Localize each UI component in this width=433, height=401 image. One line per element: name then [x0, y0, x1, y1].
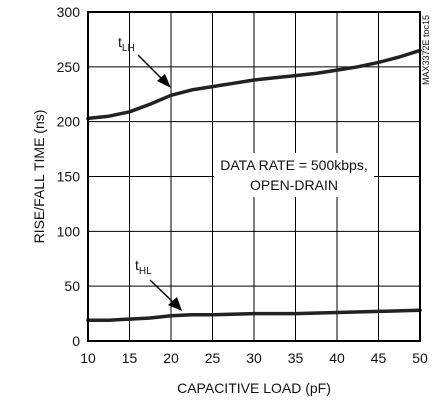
x-tick-labels: 10 15 20 25 30 35 40 45 50	[80, 350, 428, 366]
x-tick-label: 15	[122, 350, 138, 366]
annotation-line-2: OPEN-DRAIN	[250, 177, 338, 193]
series-label-tlh: tLH	[118, 34, 171, 88]
series-label-tlh-sub: LH	[122, 43, 135, 54]
y-axis-title: RISE/FALL TIME (ns)	[31, 110, 47, 244]
series-label-tlh-arrow	[137, 54, 166, 83]
x-tick-label: 40	[329, 350, 345, 366]
y-tick-label: 50	[64, 278, 80, 294]
x-tick-label: 10	[80, 350, 96, 366]
y-tick-label: 300	[57, 4, 81, 20]
y-tick-label: 200	[57, 114, 81, 130]
series-label-thl-arrow	[149, 279, 176, 305]
series-lines	[86, 48, 422, 322]
y-tick-label: 150	[57, 169, 81, 185]
x-tick-label: 20	[163, 350, 179, 366]
series-label-tlh-main: t	[118, 34, 122, 50]
y-tick-label: 0	[72, 333, 80, 349]
x-tick-label: 30	[246, 350, 262, 366]
series-label-thl-sub: HL	[139, 266, 152, 277]
plot-frame	[87, 11, 421, 342]
x-tick-label: 35	[288, 350, 304, 366]
x-axis-title: CAPACITIVE LOAD (pF)	[177, 380, 331, 396]
series-line-tlh	[86, 48, 422, 121]
y-tick-label: 100	[57, 223, 81, 239]
svg-text:tHL: tHL	[135, 257, 152, 277]
series-label-thl: tHL	[135, 257, 182, 311]
series-label-thl-main: t	[135, 257, 139, 273]
series-line-thl	[86, 308, 422, 322]
x-tick-label: 50	[412, 350, 428, 366]
x-tick-label: 25	[205, 350, 221, 366]
y-tick-label: 250	[57, 59, 81, 75]
x-tick-label: 45	[371, 350, 387, 366]
annotation-background	[214, 153, 374, 197]
figure-id-label: MAX3372E toc15	[421, 15, 431, 85]
annotation-line-1: DATA RATE = 500kbps,	[220, 157, 367, 173]
series-label-tlh-arrowhead	[157, 74, 171, 88]
y-tick-labels: 0 50 100 150 200 250 300	[57, 4, 81, 349]
series-label-thl-arrowhead	[168, 297, 182, 311]
svg-text:tLH: tLH	[118, 34, 135, 54]
